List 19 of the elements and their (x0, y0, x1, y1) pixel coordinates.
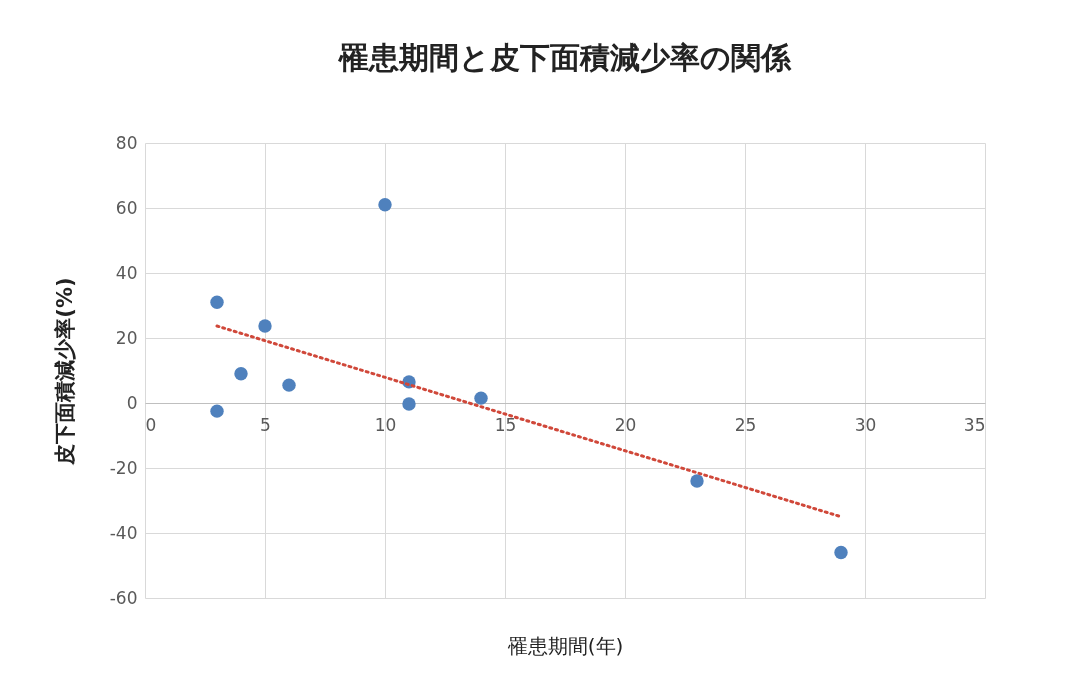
y-tick-label: -40 (109, 522, 138, 543)
y-tick-label: 0 (126, 392, 138, 413)
x-tick-label: 35 (963, 414, 986, 435)
y-tick-label: 80 (115, 132, 138, 153)
x-tick-label: 10 (374, 414, 397, 435)
x-tick-label: 30 (854, 414, 877, 435)
x-tick-label: 5 (260, 414, 271, 435)
y-tick-label: 40 (115, 262, 138, 283)
x-axis-title: 罹患期間(年) (506, 633, 624, 658)
y-tick-label: -20 (109, 457, 138, 478)
y-tick-label: 20 (115, 327, 138, 348)
y-axis-title: 皮下面積減少率(%) (52, 277, 77, 466)
y-tick-label: -60 (109, 587, 138, 608)
y-tick-label: 60 (115, 197, 138, 218)
chart-title: 罹患期間と皮下面積減少率の関係 (337, 40, 792, 75)
x-tick-label: 15 (494, 414, 517, 435)
x-tick-label: 20 (614, 414, 637, 435)
x-tick-label: 25 (734, 414, 757, 435)
x-tick-label: 0 (145, 414, 157, 435)
